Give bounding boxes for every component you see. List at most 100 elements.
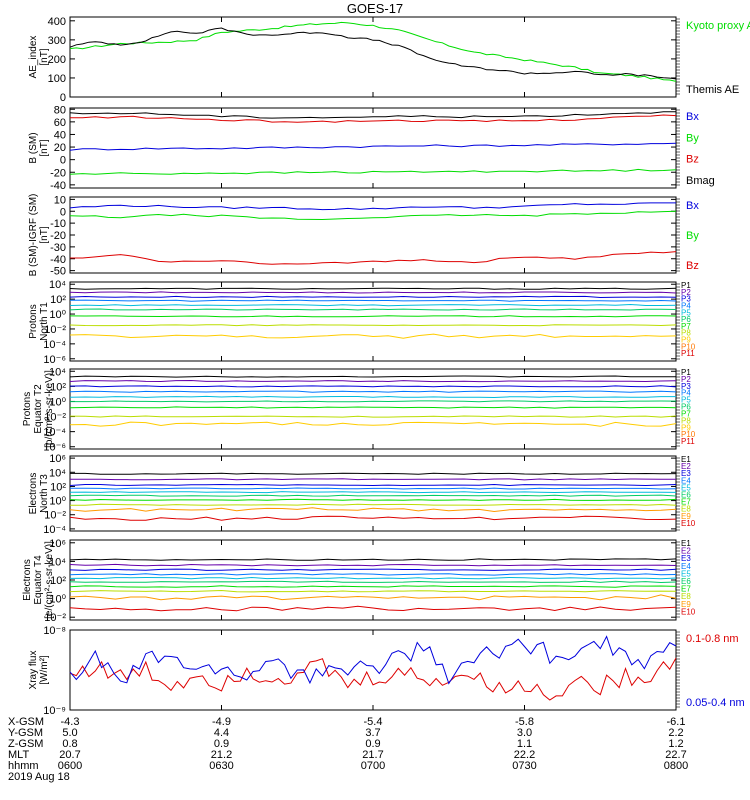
y-axis-label: [nT] — [39, 226, 50, 243]
y-tick-label: 200 — [48, 54, 66, 66]
y-axis-label: Electrons — [22, 559, 33, 601]
y-tick-label: -20 — [50, 167, 66, 179]
y-tick-label: 10⁻⁹ — [43, 705, 66, 717]
legend-0.1-0.8 nm: 0.1-0.8 nm — [686, 633, 739, 645]
y-tick-label: 10⁻² — [44, 412, 66, 424]
y-tick-label: 10⁰ — [49, 594, 66, 606]
footer-value: 0630 — [209, 760, 233, 772]
legend-P2: P2 — [681, 288, 691, 297]
footer-value: 0700 — [361, 760, 385, 772]
legend-E3: E3 — [681, 554, 691, 563]
legend-P8: P8 — [681, 416, 691, 425]
y-tick-label: 80 — [54, 104, 66, 116]
legend-E5: E5 — [681, 483, 691, 492]
series-line-Bz — [70, 114, 677, 123]
y-tick-label: -40 — [50, 180, 66, 192]
y-axis-label: Xray flux — [28, 651, 39, 690]
flux-line-E6 — [69, 494, 677, 497]
y-tick-label: 10⁶ — [49, 453, 66, 465]
footer-value: 21.7 — [362, 749, 383, 761]
legend-E10: E10 — [681, 607, 696, 616]
footer-row-label: MLT — [8, 749, 29, 761]
flux-line-E1 — [70, 472, 677, 475]
flux-line-P1 — [69, 375, 677, 378]
legend-E8: E8 — [681, 505, 691, 514]
footer-row-label: Y-GSM — [8, 727, 43, 739]
series-line-Bz — [70, 251, 677, 265]
flux-line-E6 — [69, 580, 677, 584]
y-axis-label: Equator T2 — [33, 384, 44, 434]
flux-line-P3 — [69, 295, 677, 299]
legend-E10: E10 — [681, 519, 696, 528]
y-tick-label: 10⁶ — [49, 538, 66, 550]
legend-Bx: Bx — [686, 111, 699, 123]
legend-Bx: Bx — [686, 200, 699, 212]
y-axis-label: North T1 — [39, 302, 50, 341]
legend-P11: P11 — [681, 437, 695, 446]
flux-line-E10 — [69, 605, 677, 612]
footer-value: 2.2 — [668, 727, 683, 739]
flux-line-E5 — [69, 576, 677, 580]
y-tick-label: 60 — [54, 117, 66, 129]
series-line-Themis AE — [69, 27, 677, 80]
flux-line-P5 — [69, 395, 676, 399]
legend-P7: P7 — [681, 322, 691, 331]
legend-Themis AE: Themis AE — [686, 84, 739, 96]
y-tick-label: 10⁻⁴ — [43, 524, 66, 536]
series-line-By — [69, 168, 677, 175]
y-tick-label: 10⁰ — [49, 496, 66, 508]
legend-E1: E1 — [681, 539, 691, 548]
y-tick-label: 10⁴ — [49, 556, 66, 568]
series-line-Bx — [69, 142, 677, 151]
footer-value: 1.2 — [668, 738, 683, 750]
y-axis-label: North T3 — [39, 474, 50, 513]
flux-line-E7 — [69, 585, 677, 588]
footer-value: 0600 — [58, 760, 82, 772]
y-tick-label: -40 — [50, 254, 66, 266]
flux-line-E5 — [69, 491, 677, 494]
legend-P10: P10 — [681, 342, 696, 351]
legend-E4: E4 — [681, 476, 691, 485]
y-tick-label: 400 — [48, 16, 66, 28]
flux-line-E2 — [69, 478, 676, 481]
plot-title: GOES-17 — [347, 1, 403, 16]
footer-row-label: Z-GSM — [8, 738, 43, 750]
flux-line-E9 — [69, 594, 677, 601]
footer-value: 22.2 — [514, 749, 535, 761]
footer-value: 3.0 — [517, 727, 532, 739]
y-tick-label: 10⁻⁶ — [43, 354, 66, 366]
legend-P8: P8 — [681, 329, 691, 338]
legend-E6: E6 — [681, 491, 691, 500]
legend-P3: P3 — [681, 382, 691, 391]
panel-frame — [69, 281, 677, 362]
footer-value: 5.0 — [62, 727, 77, 739]
y-tick-label: 10² — [50, 481, 66, 493]
flux-line-E7 — [69, 498, 677, 501]
series-line-0.05-0.4 nm — [69, 635, 677, 685]
legend-E2: E2 — [681, 462, 691, 471]
y-axis-label: B (SM) — [28, 132, 39, 163]
y-tick-label: -30 — [50, 242, 66, 254]
panel-5: 10⁻⁶ 10⁻⁴ 10⁻² 10⁰ 10² 10⁴ Protons Equator T2 [p… — [22, 366, 696, 453]
legend-E3: E3 — [681, 469, 691, 478]
legend-P6: P6 — [681, 403, 691, 412]
footer-value: -5.4 — [364, 716, 383, 728]
panel-1: 0 100 200 300 400 AE_index[nT] Kyoto proxy AE T… — [28, 16, 750, 104]
y-tick-label: 10⁻² — [44, 510, 66, 522]
legend-E2: E2 — [681, 547, 691, 556]
y-tick-label: 10⁴ — [49, 467, 66, 479]
y-tick-label: 10² — [50, 381, 66, 393]
flux-line-E9 — [69, 507, 677, 513]
flux-line-P9 — [69, 333, 677, 339]
footer-value: 0730 — [512, 760, 536, 772]
legend-E9: E9 — [681, 512, 691, 521]
legend-P7: P7 — [681, 409, 691, 418]
legend-E4: E4 — [681, 562, 691, 571]
legend-P10: P10 — [681, 430, 696, 439]
y-tick-label: 10⁰ — [49, 309, 66, 321]
y-tick-label: 40 — [54, 129, 66, 141]
legend-E7: E7 — [681, 498, 691, 507]
